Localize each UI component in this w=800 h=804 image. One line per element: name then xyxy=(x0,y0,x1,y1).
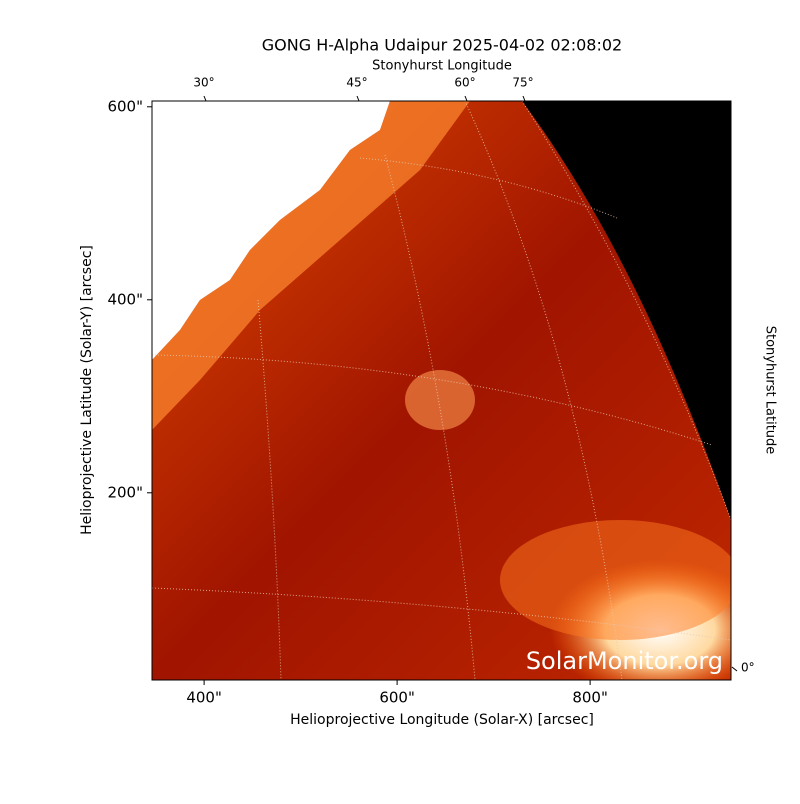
x-tick-label: 400" xyxy=(186,689,222,707)
chart-title: GONG H-Alpha Udaipur 2025-04-02 02:08:02 xyxy=(262,36,622,55)
y-tick-label: 200" xyxy=(107,483,143,501)
top-tick-label: 60° xyxy=(454,76,475,90)
top-tick-label: 30° xyxy=(193,76,214,90)
top-tick-label: 75° xyxy=(512,76,533,90)
top-tick-label: 45° xyxy=(346,76,367,90)
top-tick xyxy=(356,95,360,102)
top-tick xyxy=(522,95,526,102)
x-tick-label: 600" xyxy=(379,689,415,707)
top-tick xyxy=(203,95,207,102)
watermark: SolarMonitor.org xyxy=(526,647,723,675)
y-tick-label: 600" xyxy=(107,97,143,115)
y-tick-label: 400" xyxy=(107,290,143,308)
solar-image xyxy=(152,101,731,680)
right-tick xyxy=(731,666,738,672)
y-axis-label: Helioprojective Latitude (Solar-Y) [arcs… xyxy=(79,245,95,535)
top-tick xyxy=(464,95,468,102)
right-axis-label: Stonyhurst Latitude xyxy=(763,326,778,455)
right-tick-label: 0° xyxy=(741,661,755,675)
x-axis-label: Helioprojective Longitude (Solar-X) [arc… xyxy=(290,712,594,728)
top-axis-label: Stonyhurst Longitude xyxy=(372,59,512,74)
x-tick-label: 800" xyxy=(572,689,608,707)
plot-frame xyxy=(151,100,732,681)
